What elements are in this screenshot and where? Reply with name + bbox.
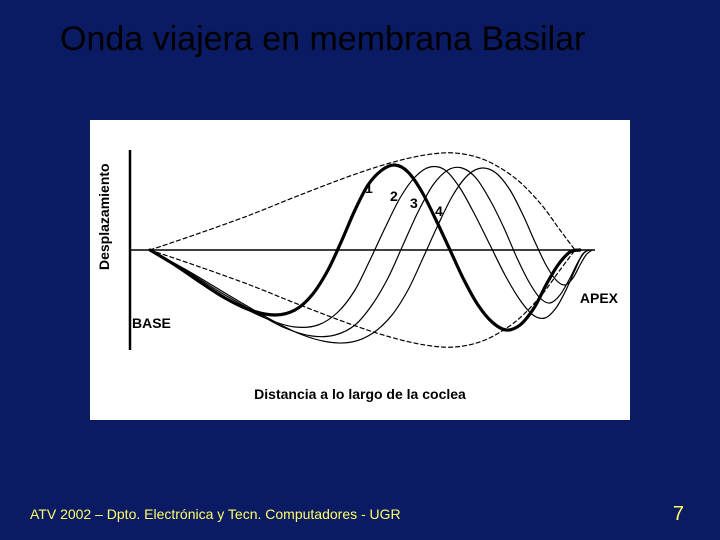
basilar-membrane-figure: Desplazamiento BASE APEX Distancia a lo … xyxy=(90,120,630,420)
slide-title: Onda viajera en membrana Basilar xyxy=(60,20,585,59)
wave-label-4: 4 xyxy=(435,203,443,219)
y-axis-label: Desplazamiento xyxy=(96,163,112,270)
wave-label-1: 1 xyxy=(365,180,373,196)
apex-label: APEX xyxy=(580,290,618,306)
footer-text: ATV 2002 – Dpto. Electrónica y Tecn. Com… xyxy=(30,506,401,522)
slide: Onda viajera en membrana Basilar Desplaz… xyxy=(0,0,720,540)
wave-label-3: 3 xyxy=(410,195,418,211)
base-label: BASE xyxy=(132,315,171,331)
wave-diagram-svg xyxy=(90,120,630,420)
page-number: 7 xyxy=(673,503,684,526)
wave-label-2: 2 xyxy=(390,188,398,204)
x-axis-label: Distancia a lo largo de la coclea xyxy=(90,386,630,402)
